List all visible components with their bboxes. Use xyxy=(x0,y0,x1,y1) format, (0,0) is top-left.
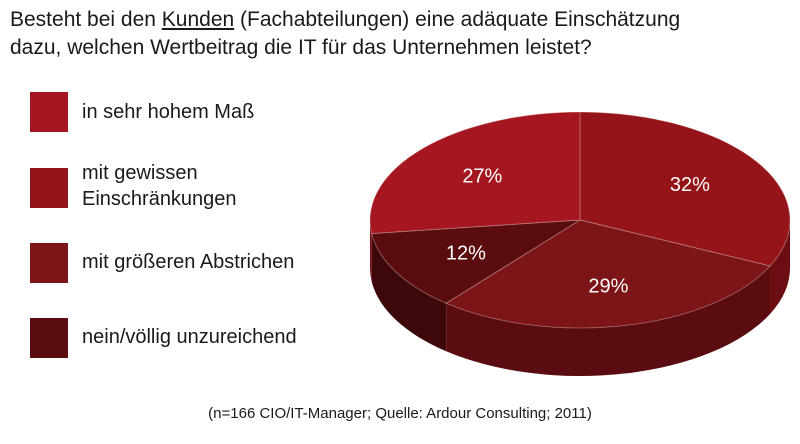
chart-title: Besteht bei den Kunden (Fachabteilungen)… xyxy=(10,6,790,62)
legend-label-3-line-1: mit größeren Abstrichen xyxy=(82,251,295,273)
title-text-after: (Fachabteilungen) eine adäquate Einschät… xyxy=(234,8,681,31)
legend-label-2-line-2: Einschränkungen xyxy=(82,188,237,210)
pie-sides xyxy=(370,220,790,376)
legend-swatch-3 xyxy=(30,243,68,283)
pie-value-label-1: 27% xyxy=(462,166,502,188)
pie-value-label-3: 29% xyxy=(588,275,628,297)
title-underlined-word: Kunden xyxy=(161,8,235,31)
pie-value-labels: 32% 29% 12% 27% xyxy=(446,166,710,298)
pie-value-label-4: 12% xyxy=(446,242,486,264)
title-line-2: dazu, welchen Wertbeitrag die IT für das… xyxy=(10,36,592,59)
pie-side-4 xyxy=(371,233,447,352)
legend-swatch-2 xyxy=(30,168,68,208)
legend-label-2: mit gewissen Einschränkungen xyxy=(82,160,362,212)
legend-swatch-1 xyxy=(30,92,68,132)
legend-swatch-4 xyxy=(30,318,68,358)
pie-value-label-2: 32% xyxy=(670,174,710,196)
pie-chart: 32% 29% 12% 27% xyxy=(369,111,790,376)
pie-tops xyxy=(369,111,790,329)
pie-side-2 xyxy=(770,220,790,314)
pie-slice-2 xyxy=(579,111,790,267)
pie-slice-3 xyxy=(445,219,771,329)
source-footnote: (n=166 CIO/IT-Manager; Quelle: Ardour Co… xyxy=(208,405,592,422)
legend-label-2-line-1: mit gewissen xyxy=(82,162,198,184)
legend-label-4: nein/völlig unzureichend xyxy=(82,324,362,350)
title-text-before: Besteht bei den xyxy=(10,8,162,31)
legend-label-1-line-1: in sehr hohem Maß xyxy=(82,101,255,123)
legend-label-1: in sehr hohem Maß xyxy=(82,99,362,125)
legend-label-3: mit größeren Abstrichen xyxy=(82,249,362,275)
pie-side-1 xyxy=(370,220,372,282)
pie-slice-1 xyxy=(369,111,581,235)
legend-label-4-line-1: nein/völlig unzureichend xyxy=(82,326,297,348)
pie-slice-4 xyxy=(371,219,581,304)
pie-side-3 xyxy=(446,265,771,376)
